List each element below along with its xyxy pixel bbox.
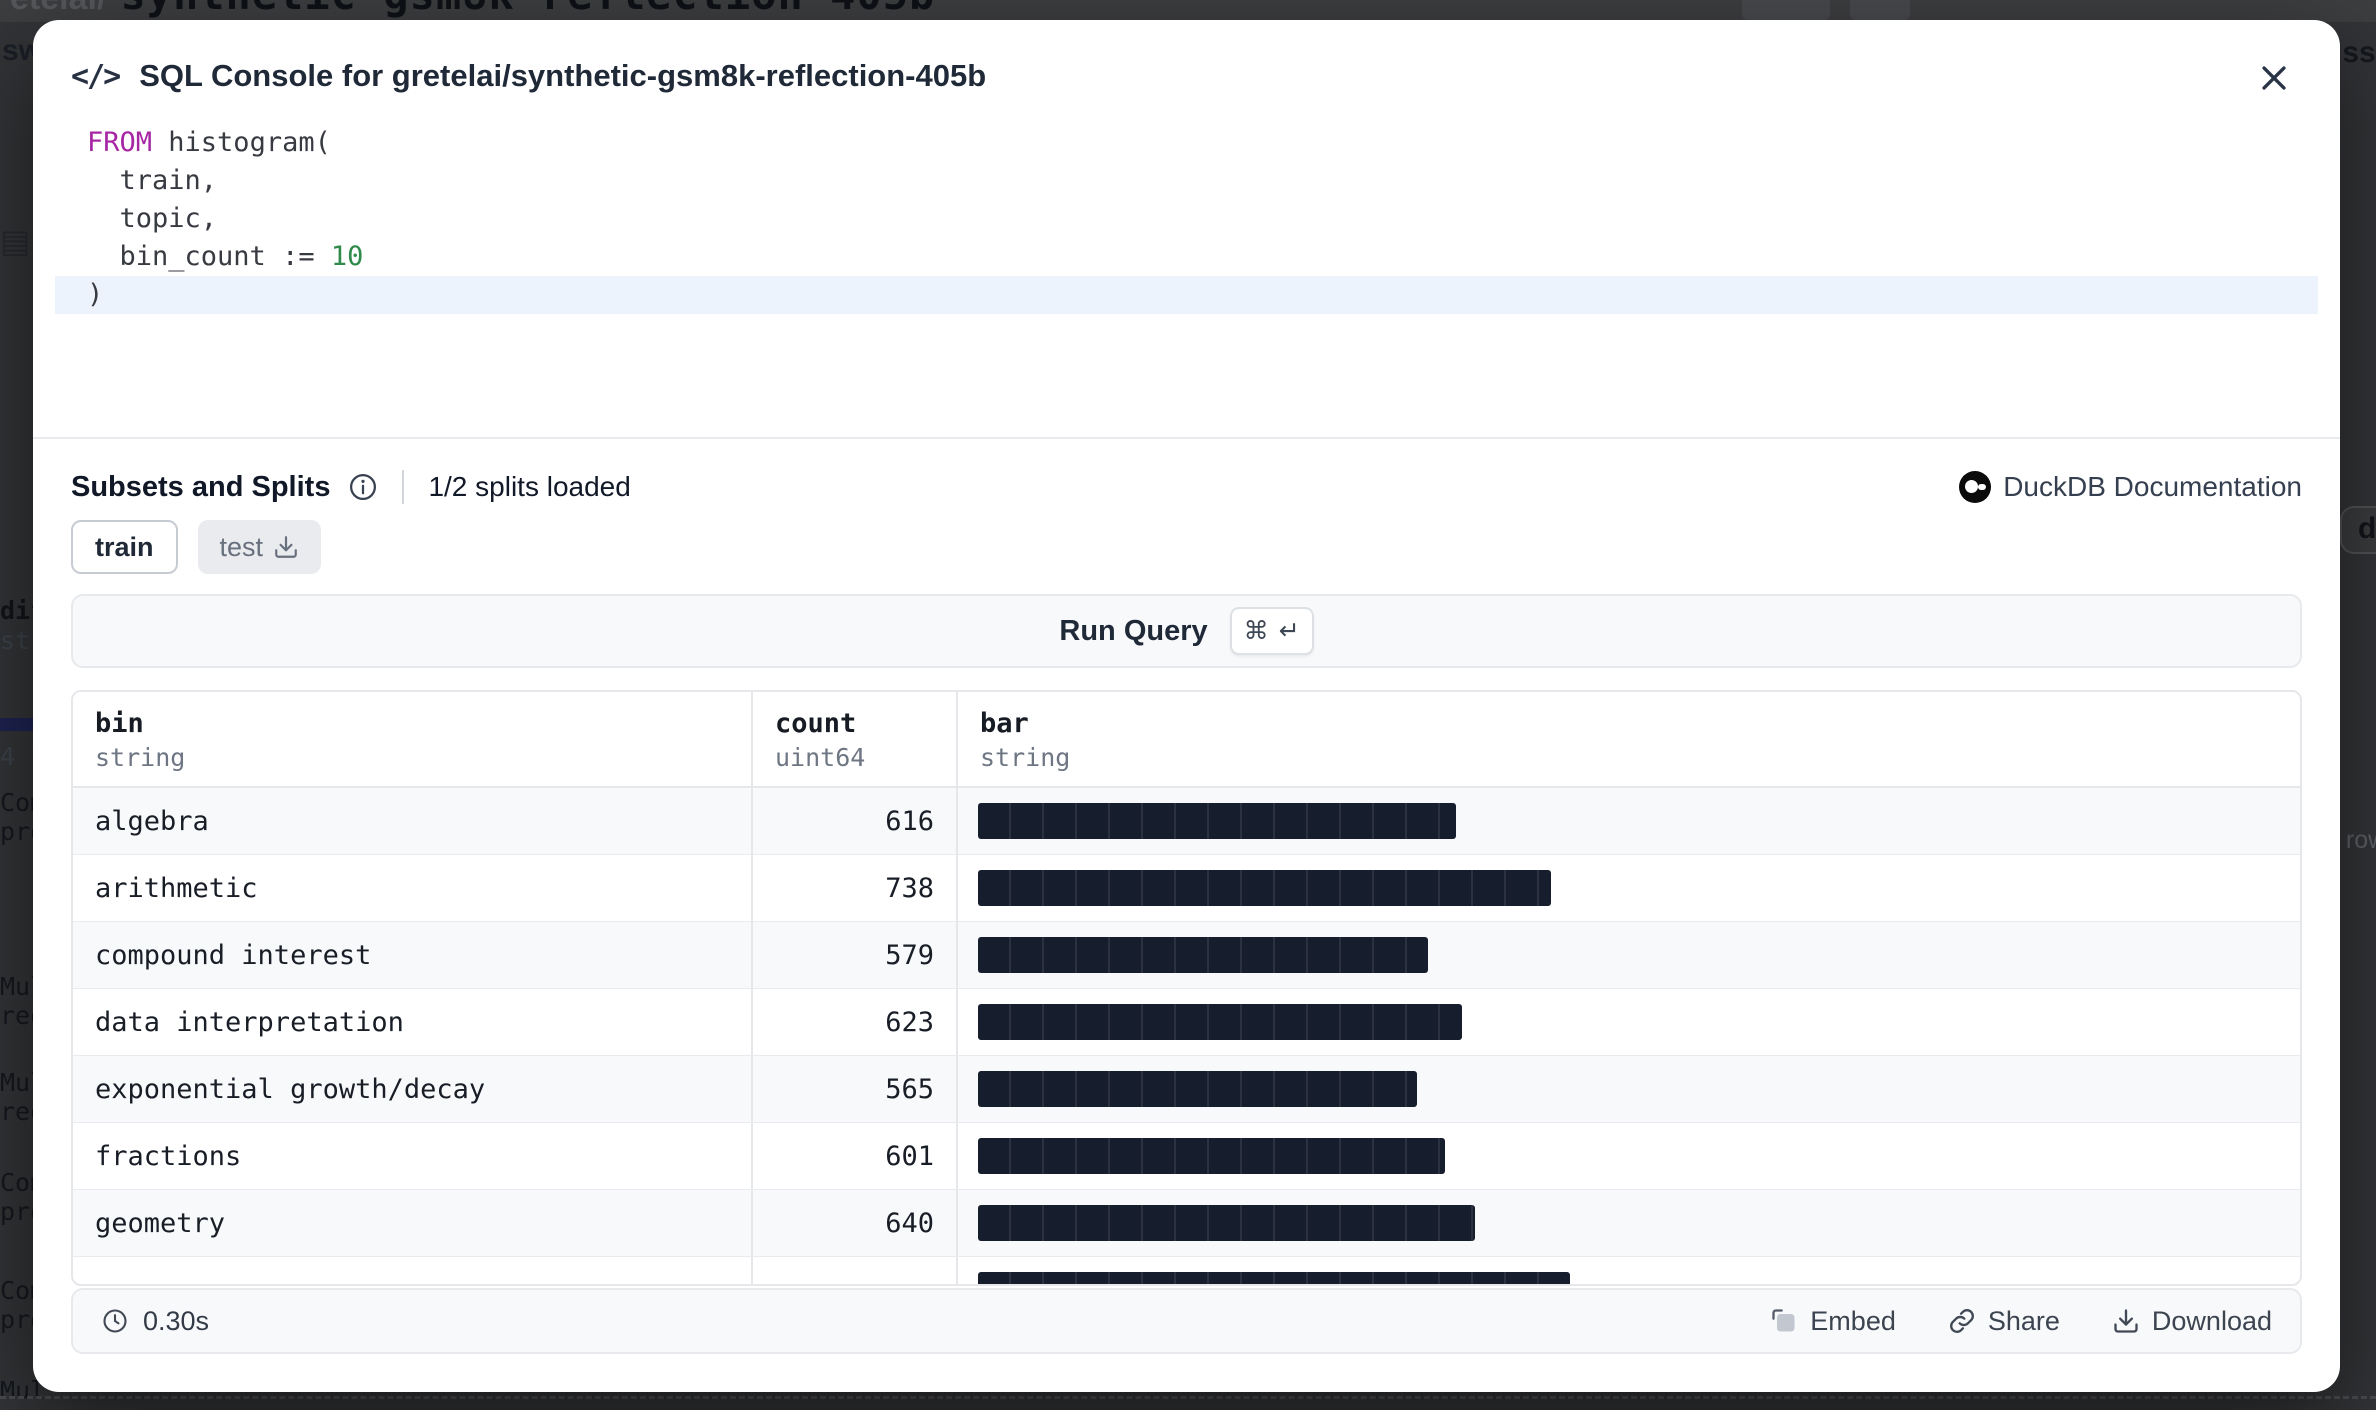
backdrop-text-fragment: issa <box>2334 36 2376 69</box>
histogram-bar <box>978 1071 1417 1107</box>
bin-cell: exponential growth/decay <box>73 1056 753 1122</box>
bin-cell: arithmetic <box>73 855 753 921</box>
table-row: compound interest 579 <box>73 921 2300 988</box>
histogram-bar <box>978 870 1551 906</box>
bar-cell <box>958 1190 2300 1256</box>
count-cell: 640 <box>753 1190 958 1256</box>
split-tab-test[interactable]: test <box>197 520 322 574</box>
results-table[interactable]: bin string count uint64 bar string algeb… <box>71 690 2302 1286</box>
bar-cell <box>958 922 2300 988</box>
count-cell: 738 <box>753 855 958 921</box>
query-footer: 0.30s Embed Share Down <box>71 1288 2302 1354</box>
query-duration: 0.30s <box>101 1306 209 1337</box>
download-button[interactable]: Download <box>2112 1306 2272 1337</box>
sql-console-modal: </> SQL Console for gretelai/synthetic-g… <box>33 20 2340 1392</box>
count-cell <box>753 1257 958 1284</box>
share-button[interactable]: Share <box>1948 1306 2060 1337</box>
splits-loaded-status: 1/2 splits loaded <box>428 471 631 502</box>
table-row: geometry 640 <box>73 1189 2300 1256</box>
results-table-body: algebra 616 arithmetic 738 compound interest… <box>73 788 2300 1284</box>
bin-cell: data interpretation <box>73 989 753 1055</box>
table-row: fractions 601 <box>73 1122 2300 1189</box>
bar-cell <box>958 1257 2300 1284</box>
close-icon[interactable] <box>2252 56 2296 100</box>
bin-cell: algebra <box>73 788 753 854</box>
embed-icon <box>1772 1309 1795 1332</box>
clock-icon <box>103 1309 127 1333</box>
vertical-divider <box>402 470 405 504</box>
backdrop-breadcrumb: etelai/ <box>10 0 106 18</box>
embed-button[interactable]: Embed <box>1770 1306 1896 1337</box>
table-row <box>73 1256 2300 1284</box>
bar-cell <box>958 855 2300 921</box>
subsets-splits-heading: Subsets and Splits <box>71 470 331 503</box>
backdrop-selected-row-band <box>0 718 34 731</box>
bar-cell <box>958 788 2300 854</box>
info-icon[interactable] <box>348 472 378 502</box>
split-tabs: train test <box>71 520 322 574</box>
column-header-count: count uint64 <box>753 692 958 786</box>
link-icon <box>1949 1309 1974 1333</box>
split-tab-label: train <box>95 531 154 562</box>
section-divider <box>33 437 2340 439</box>
histogram-bar <box>978 1205 1475 1241</box>
count-cell: 565 <box>753 1056 958 1122</box>
run-query-button[interactable]: Run Query ⌘ ↵ <box>71 594 2302 668</box>
backdrop-dataset-title: synthetic-gsm8k-reflection-405b <box>120 0 935 19</box>
keyboard-shortcut-badge: ⌘ ↵ <box>1229 607 1314 655</box>
code-line: train, <box>87 165 218 196</box>
count-cell: 616 <box>753 788 958 854</box>
duckdb-docs-label: DuckDB Documentation <box>2003 471 2302 502</box>
code-icon: </> <box>71 58 121 94</box>
backdrop-pill <box>1850 0 1910 20</box>
table-row: arithmetic 738 <box>73 854 2300 921</box>
download-icon <box>275 536 297 558</box>
bin-cell: fractions <box>73 1123 753 1189</box>
code-line: FROM histogram( <box>87 127 331 158</box>
bar-cell <box>958 989 2300 1055</box>
column-header-bar: bar string <box>980 708 1071 772</box>
split-tab-label: test <box>219 531 264 562</box>
table-row: data interpretation 623 <box>73 988 2300 1055</box>
table-row: algebra 616 <box>73 788 2300 854</box>
count-cell: 579 <box>753 922 958 988</box>
split-tab-train[interactable]: train <box>71 520 178 574</box>
bar-cell <box>958 1123 2300 1189</box>
results-table-header: bin string count uint64 bar string <box>73 692 2300 788</box>
backdrop-text-fragment: d <box>2340 506 2376 554</box>
bin-cell: compound interest <box>73 922 753 988</box>
bar-cell <box>958 1056 2300 1122</box>
duckdb-logo-icon <box>1959 471 1992 503</box>
sql-editor[interactable]: FROM histogram( train, topic, bin_count … <box>55 124 2318 424</box>
run-query-label: Run Query <box>1059 614 1208 647</box>
modal-title: SQL Console for gretelai/synthetic-gsm8k… <box>139 58 987 93</box>
code-line: bin_count := 10 <box>87 241 364 272</box>
duckdb-docs-link[interactable]: DuckDB Documentation <box>1959 471 2302 503</box>
modal-header: </> SQL Console for gretelai/synthetic-g… <box>71 52 2240 100</box>
code-line: ) <box>55 276 2318 314</box>
count-cell: 623 <box>753 989 958 1055</box>
bin-cell: geometry <box>73 1190 753 1256</box>
histogram-bar <box>978 803 1456 839</box>
bin-cell <box>73 1257 753 1284</box>
histogram-bar <box>978 937 1428 973</box>
backdrop-pill <box>1742 0 1830 20</box>
histogram-bar <box>978 1004 1462 1040</box>
backdrop-top-strip: etelai/ synthetic-gsm8k-reflection-405b <box>0 0 2376 22</box>
table-row: exponential growth/decay 565 <box>73 1055 2300 1122</box>
code-line: topic, <box>87 203 218 234</box>
histogram-bar <box>978 1272 1570 1284</box>
download-icon <box>2114 1309 2138 1333</box>
enter-key-icon: ↵ <box>1278 617 1300 645</box>
column-header-bin: bin string <box>73 692 753 786</box>
histogram-bar <box>978 1138 1445 1174</box>
count-cell: 601 <box>753 1123 958 1189</box>
cmd-key-icon: ⌘ <box>1243 617 1269 645</box>
